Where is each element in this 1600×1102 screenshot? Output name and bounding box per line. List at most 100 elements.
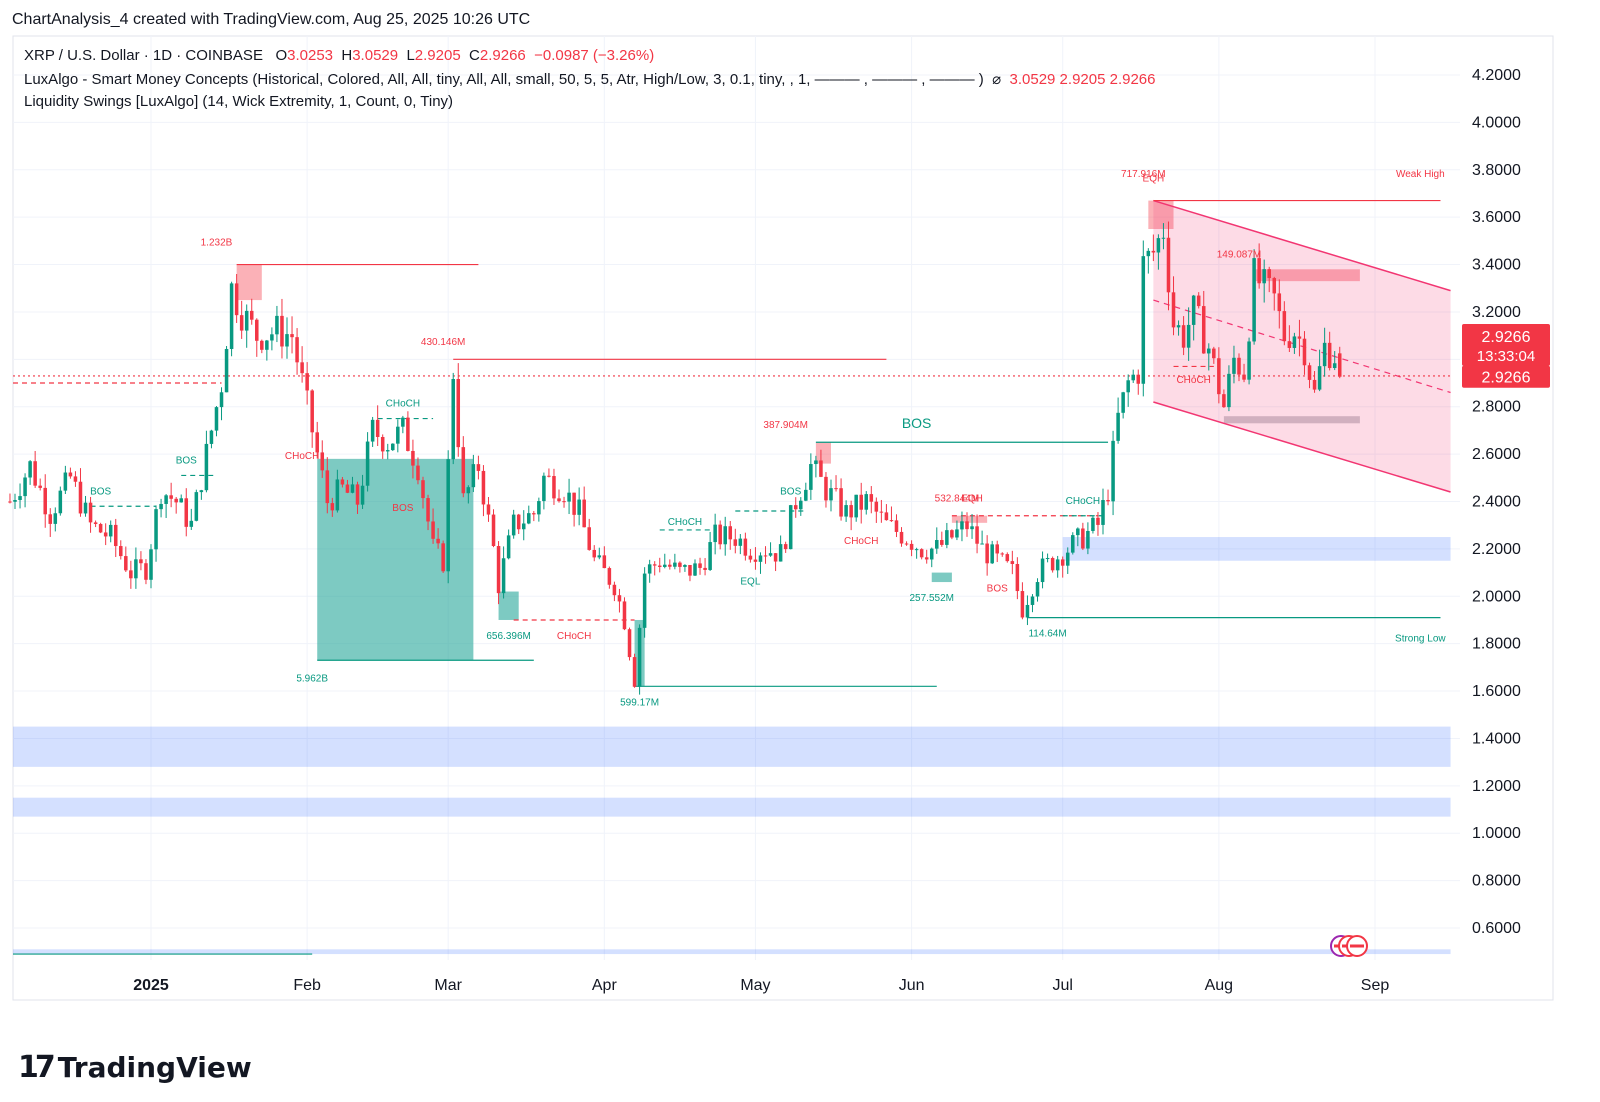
- candle-body: [980, 543, 984, 545]
- candle: [627, 627, 632, 661]
- candle: [431, 508, 435, 544]
- candle: [124, 546, 128, 573]
- candle-body: [562, 501, 566, 503]
- candle: [1081, 522, 1085, 551]
- price-channel: [1153, 199, 1451, 493]
- candle-body: [471, 464, 476, 488]
- candle: [391, 443, 395, 452]
- candle-body: [1081, 528, 1085, 549]
- candle: [53, 507, 58, 532]
- candle-body: [854, 494, 858, 518]
- candle-body: [1297, 336, 1302, 339]
- candle: [260, 339, 264, 354]
- candle-body: [728, 526, 733, 540]
- candle-body: [375, 419, 380, 438]
- candle: [1327, 331, 1332, 371]
- candle-body: [149, 549, 153, 580]
- bull-ob-zone: [931, 572, 952, 583]
- candle: [738, 534, 743, 555]
- candle-body: [1317, 366, 1322, 390]
- candle: [1262, 259, 1266, 303]
- legend-close-label: C: [469, 47, 480, 64]
- candle-body: [1020, 591, 1025, 618]
- candle-body: [990, 544, 994, 564]
- candle: [1217, 347, 1221, 404]
- candle: [708, 531, 712, 572]
- candle: [1141, 240, 1146, 397]
- candle-body: [834, 488, 838, 490]
- candle-body: [1252, 258, 1256, 342]
- candle: [824, 472, 828, 508]
- structure-label: 532.844M: [935, 494, 979, 505]
- candle: [904, 541, 909, 546]
- candle: [1091, 515, 1095, 534]
- price-tick: 0.6000: [1472, 920, 1521, 937]
- candle-body: [1050, 558, 1055, 571]
- candle: [1201, 290, 1206, 354]
- candle: [451, 372, 455, 465]
- candle: [1191, 294, 1196, 341]
- structure-label: 5.962B: [296, 674, 328, 685]
- candle: [804, 482, 808, 502]
- candle: [1312, 370, 1317, 393]
- candle-body: [406, 417, 410, 451]
- candle-body: [330, 503, 335, 511]
- legend-high: 3.0529: [352, 47, 399, 64]
- candle: [1035, 578, 1040, 602]
- candle: [527, 505, 531, 525]
- candle: [864, 491, 869, 515]
- candle: [229, 281, 234, 357]
- candle-body: [33, 461, 37, 486]
- candle: [406, 411, 410, 452]
- candle: [698, 557, 702, 575]
- candle: [945, 522, 949, 549]
- candle-body: [234, 283, 239, 316]
- candle: [1096, 512, 1100, 536]
- candle: [365, 432, 370, 492]
- last-price-tag: [1462, 324, 1550, 366]
- candle-body: [300, 362, 304, 374]
- candle-body: [1146, 250, 1151, 257]
- candle: [330, 497, 335, 517]
- candle: [184, 488, 189, 537]
- candle: [1317, 349, 1322, 392]
- candle-body: [113, 524, 118, 547]
- candle-body: [713, 524, 717, 543]
- candle-body: [1227, 373, 1231, 408]
- price-tick: 3.4000: [1472, 257, 1521, 274]
- candle-body: [416, 465, 420, 481]
- candle-body: [1106, 500, 1110, 502]
- candle-body: [597, 555, 602, 558]
- time-tick: 2025: [133, 977, 169, 994]
- candle: [461, 436, 466, 498]
- price-tick: 1.8000: [1472, 636, 1521, 653]
- legend-indicator-smc[interactable]: LuxAlgo - Smart Money Concepts (Historic…: [24, 70, 1156, 88]
- candle-body: [456, 379, 461, 448]
- legend-indicator-liquidity[interactable]: Liquidity Swings [LuxAlgo] (14, Wick Ext…: [24, 93, 453, 110]
- candle-body: [577, 499, 581, 515]
- candle: [975, 514, 979, 554]
- structure-label: 387.904M: [763, 420, 807, 431]
- candle: [657, 557, 662, 573]
- candle-body: [819, 460, 823, 477]
- indicator-hidden-icon[interactable]: ⌀: [992, 71, 1002, 88]
- candle-body: [481, 470, 486, 505]
- candle: [929, 547, 934, 568]
- candle-body: [1040, 558, 1045, 583]
- candle-body: [582, 499, 586, 528]
- candle: [1252, 249, 1256, 345]
- candle: [1292, 332, 1297, 354]
- candle: [1020, 582, 1025, 620]
- candle: [723, 516, 727, 556]
- candle: [1267, 266, 1271, 293]
- candle-body: [617, 595, 622, 602]
- legend-symbol[interactable]: XRP / U.S. Dollar · 1D · COINBASE: [24, 47, 263, 64]
- candle-body: [1035, 582, 1040, 597]
- candle: [119, 540, 123, 560]
- candle: [1146, 248, 1151, 274]
- candle-body: [743, 538, 748, 556]
- candle: [103, 523, 108, 546]
- candle-body: [1332, 363, 1337, 369]
- candle: [612, 581, 617, 602]
